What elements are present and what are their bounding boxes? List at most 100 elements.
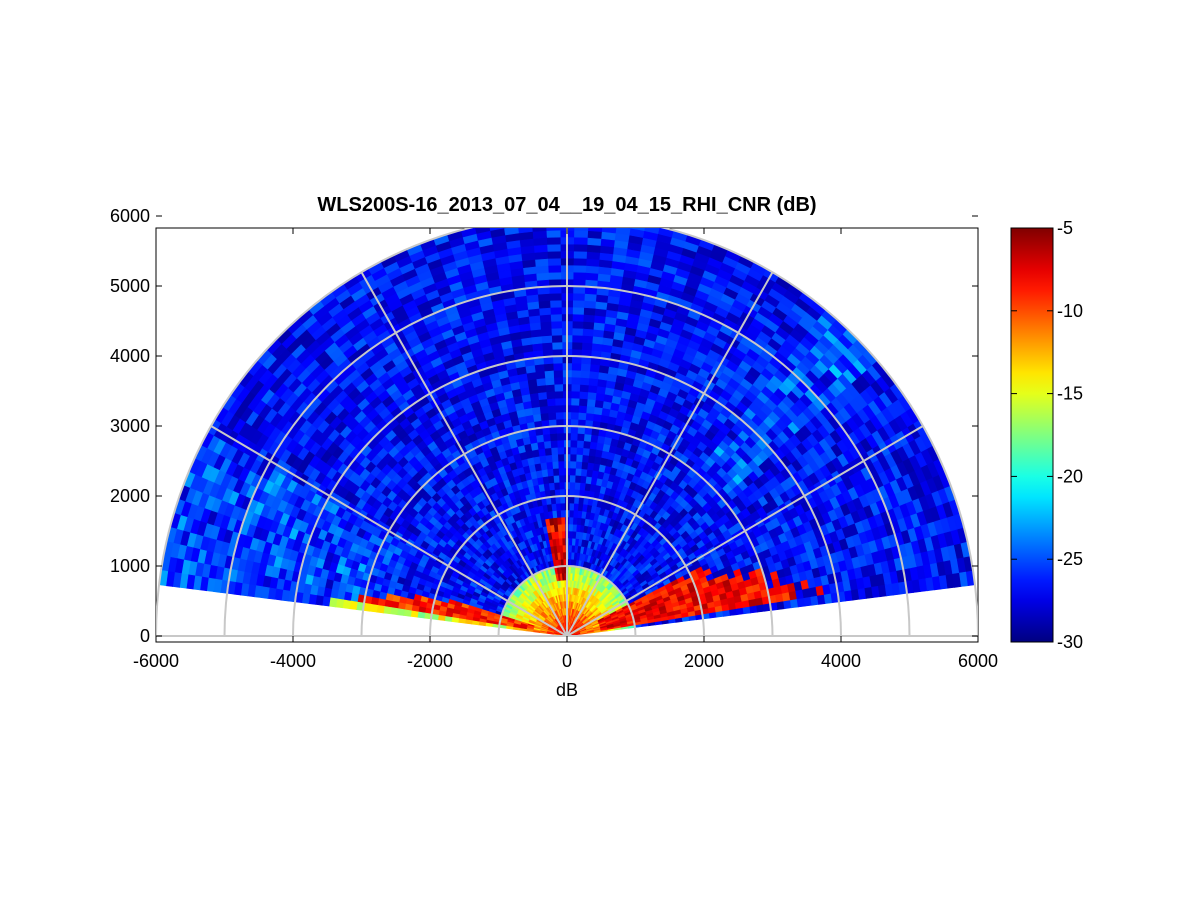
rhi-cell bbox=[546, 397, 556, 407]
rhi-cell bbox=[560, 509, 566, 518]
rhi-cell bbox=[588, 448, 597, 457]
rhi-cell bbox=[457, 618, 466, 624]
rhi-cell bbox=[403, 609, 412, 617]
rhi-cell bbox=[579, 370, 591, 379]
rhi-cell bbox=[588, 377, 599, 387]
rhi-cell bbox=[588, 217, 603, 225]
rhi-cell bbox=[569, 460, 577, 469]
rhi-cell bbox=[578, 397, 588, 407]
chart-title: WLS200S-16_2013_07_04__19_04_15_RHI_CNR … bbox=[317, 194, 816, 216]
rhi-cell bbox=[583, 300, 597, 309]
rhi-cell bbox=[570, 404, 580, 413]
rhi-cell bbox=[574, 481, 581, 490]
rhi-cell bbox=[568, 537, 573, 546]
rhi-cell bbox=[589, 441, 598, 450]
rhi-cell bbox=[572, 306, 585, 315]
rhi-cell bbox=[551, 460, 559, 469]
rhi-cell bbox=[586, 244, 601, 253]
rhi-cell bbox=[627, 228, 631, 229]
rhi-cell bbox=[376, 604, 385, 614]
rhi-cell bbox=[517, 218, 532, 227]
rhi-cell bbox=[532, 230, 547, 239]
rhi-cell bbox=[539, 314, 552, 323]
rhi-cell bbox=[574, 467, 582, 476]
rhi-cell bbox=[583, 433, 592, 442]
rhi-cell bbox=[571, 334, 583, 343]
rhi-cell bbox=[580, 363, 591, 372]
rhi-cell bbox=[569, 453, 577, 462]
rhi-cell bbox=[584, 272, 599, 281]
rhi-cell bbox=[586, 237, 602, 246]
rhi-cell bbox=[569, 467, 576, 476]
rhi-cell bbox=[568, 516, 574, 525]
rhi-cell bbox=[572, 516, 578, 525]
rhi-cell bbox=[547, 257, 562, 266]
rhi-cell bbox=[547, 264, 562, 273]
rhi-cell bbox=[575, 460, 583, 469]
rhi-cell bbox=[546, 404, 556, 414]
rhi-cell bbox=[573, 228, 589, 231]
rhi-cell bbox=[545, 390, 556, 400]
rhi-cell bbox=[543, 370, 555, 379]
rhi-cell bbox=[537, 391, 548, 401]
rhi-cell bbox=[554, 397, 564, 406]
rhi-cell bbox=[557, 453, 565, 462]
rhi-cell bbox=[570, 411, 579, 420]
rhi-cell bbox=[396, 608, 405, 616]
rhi-cell bbox=[534, 370, 546, 380]
rhi-cell bbox=[538, 398, 548, 408]
rhi-cell bbox=[585, 405, 595, 415]
rhi-cell bbox=[532, 237, 548, 246]
rhi-cell bbox=[602, 218, 617, 227]
rhi-cell bbox=[571, 327, 584, 336]
rhi-cell bbox=[582, 314, 595, 323]
rhi-cell bbox=[551, 334, 563, 343]
rhi-cell bbox=[544, 377, 555, 386]
rhi-cell bbox=[545, 228, 561, 231]
rhi-cell bbox=[560, 216, 574, 223]
rhi-cell bbox=[549, 306, 562, 315]
rhi-cell bbox=[560, 523, 566, 532]
rhi-cell bbox=[574, 474, 582, 483]
rhi-cell bbox=[546, 243, 561, 252]
rhi-cell bbox=[573, 502, 579, 511]
rhi-cell bbox=[556, 439, 565, 448]
rhi-cell bbox=[580, 461, 589, 470]
rhi-cell bbox=[589, 363, 600, 373]
rhi-cell bbox=[546, 250, 561, 259]
rhi-cell bbox=[545, 383, 555, 393]
rhi-cell bbox=[585, 468, 594, 478]
rhi-cell bbox=[534, 258, 549, 267]
rhi-cell bbox=[554, 390, 564, 399]
rhi-cell bbox=[556, 446, 565, 455]
rhi-cell bbox=[569, 446, 578, 455]
rhi-cell bbox=[551, 341, 563, 350]
rhi-cell bbox=[580, 468, 588, 477]
rhi-cell bbox=[573, 243, 588, 252]
rhi-cell bbox=[540, 335, 553, 344]
rhi-cell bbox=[572, 271, 586, 280]
rhi-cell bbox=[567, 551, 572, 560]
rhi-cell bbox=[586, 398, 596, 408]
rhi-cell bbox=[535, 272, 550, 281]
rhi-cell bbox=[552, 474, 560, 483]
rhi-cell bbox=[569, 474, 576, 483]
rhi-cell bbox=[575, 446, 584, 456]
rhi-cell bbox=[583, 293, 597, 302]
rhi-cell bbox=[577, 411, 587, 421]
rhi-cell bbox=[568, 544, 573, 553]
rhi-cell bbox=[444, 615, 453, 622]
rhi-cell bbox=[533, 251, 548, 260]
rhi-cell bbox=[557, 460, 565, 469]
rhi-cell bbox=[571, 362, 582, 371]
rhi-cell bbox=[574, 216, 588, 224]
rhi-cell bbox=[583, 307, 596, 316]
rhi-cell bbox=[571, 320, 584, 329]
rhi-cell bbox=[451, 617, 460, 623]
rhi-cell bbox=[578, 390, 589, 400]
rhi-cell bbox=[578, 404, 588, 414]
rhi-cell bbox=[559, 502, 566, 511]
rhi-cell bbox=[573, 250, 588, 259]
rhi-cell bbox=[543, 440, 552, 449]
